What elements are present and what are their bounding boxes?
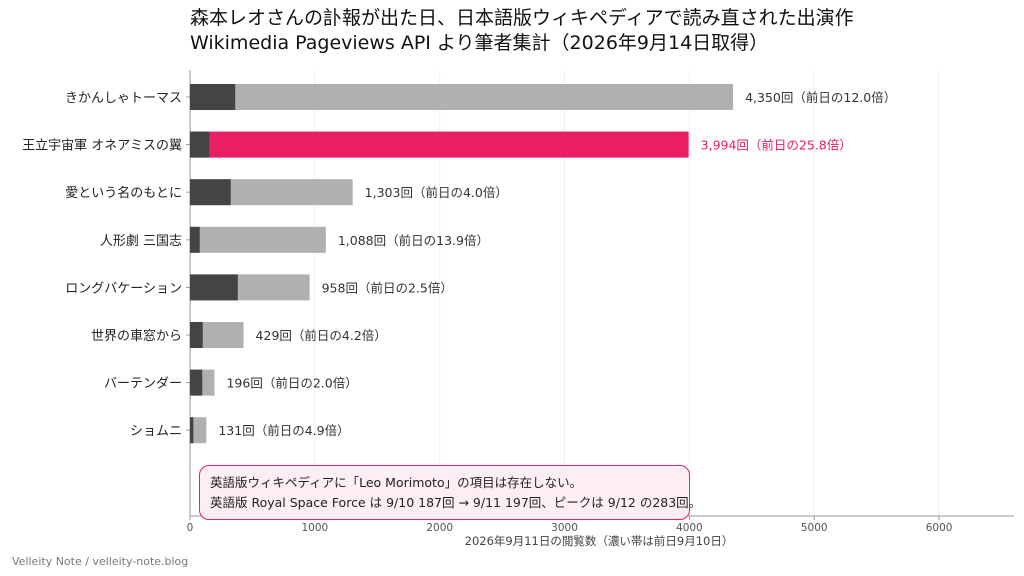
data-label: 429回（前日の4.2倍）	[256, 328, 387, 343]
data-label: 4,350回（前日の12.0倍）	[745, 90, 896, 105]
data-label: 958回（前日の2.5倍）	[322, 280, 453, 295]
bar-previous	[190, 322, 203, 348]
category-label: ショムニ	[130, 424, 182, 439]
data-label: 1,088回（前日の13.9倍）	[338, 233, 489, 248]
bar-previous	[190, 369, 203, 396]
bar-current	[190, 84, 734, 110]
bar-current	[190, 226, 326, 253]
category-label: 愛という名のもとに	[65, 185, 182, 201]
x-tick-label: 0	[187, 522, 194, 534]
data-label: 3,994回（前日の25.8倍）	[701, 138, 852, 153]
category-label: 王立宇宙軍 オネアミスの翼	[22, 139, 182, 154]
category-label: 世界の車窓から	[91, 328, 182, 344]
data-label: 196回（前日の2.0倍）	[226, 376, 357, 391]
note-box: 英語版ウィキペディアに「Leo Morimoto」の項目は存在しない。 英語版 …	[199, 465, 702, 520]
bar-previous	[190, 179, 231, 206]
data-label: 1,303回（前日の4.0倍）	[365, 185, 508, 200]
category-label: バーテンダー	[104, 377, 182, 392]
chart-subtitle: Wikimedia Pageviews API より筆者集計（2026年9月14…	[190, 32, 769, 54]
category-label: 人形劇 三国志	[100, 234, 182, 249]
data-label: 131回（前日の4.9倍）	[218, 423, 349, 438]
note-line-1: 英語版ウィキペディアに「Leo Morimoto」の項目は存在しない。	[210, 475, 583, 490]
x-tick-label: 3000	[551, 522, 578, 534]
category-label: きかんしゃトーマス	[65, 91, 182, 106]
footer-credit: Velleity Note / velleity-note.blog	[12, 555, 189, 568]
x-axis-label: 2026年9月11日の閲覧数（濃い帯は前日9月10日）	[465, 534, 734, 548]
bar-previous	[190, 417, 194, 444]
chart-title: 森本レオさんの訃報が出た日、日本語版ウィキペディアで読み直された出演作	[190, 7, 854, 29]
x-tick-label: 6000	[926, 522, 953, 534]
x-tick-label: 1000	[301, 522, 328, 534]
category-label: ロングバケーション	[65, 281, 182, 296]
x-tick-label: 4000	[676, 522, 703, 534]
bar-previous	[190, 226, 200, 253]
title-block: 森本レオさんの訃報が出た日、日本語版ウィキペディアで読み直された出演作 Wiki…	[190, 6, 1010, 56]
bar-previous	[190, 131, 210, 158]
bar-current	[190, 417, 207, 444]
note-line-2: 英語版 Royal Space Force は 9/10 187回 → 9/11…	[210, 495, 702, 510]
x-tick-label: 2000	[426, 522, 453, 534]
bar-previous	[190, 84, 236, 110]
bar-current	[190, 131, 689, 158]
x-tick-label: 5000	[801, 522, 828, 534]
bar-previous	[190, 274, 238, 301]
